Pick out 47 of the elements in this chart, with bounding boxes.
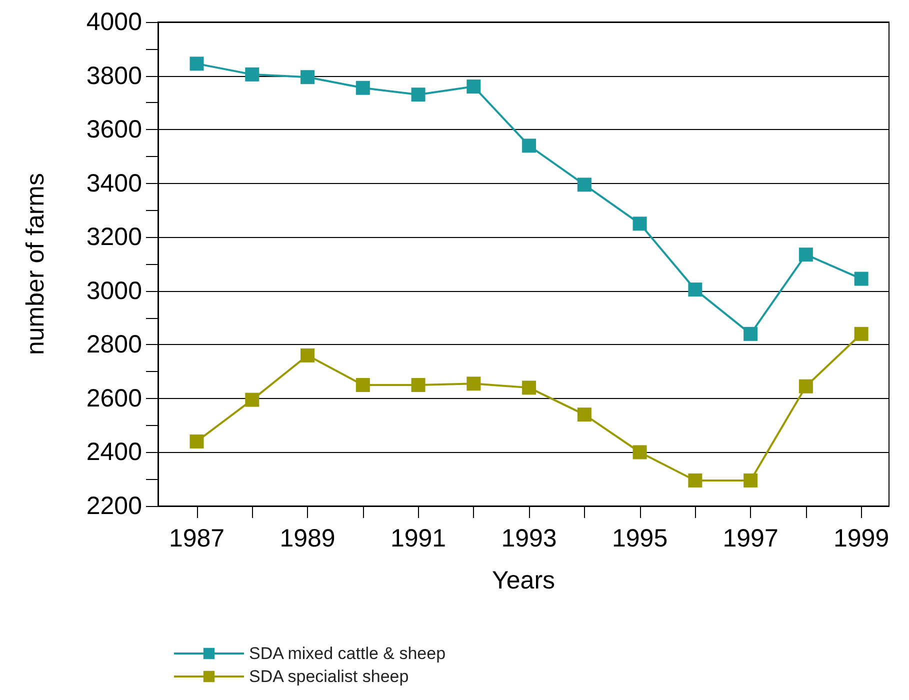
point <box>411 378 426 392</box>
y-tick-label: 3800 <box>86 62 142 90</box>
point <box>577 408 592 422</box>
y-tick-label: 2800 <box>86 330 142 359</box>
y-tick-label: 3200 <box>86 223 142 252</box>
point <box>245 67 260 82</box>
point <box>522 380 536 395</box>
point <box>632 445 647 460</box>
point <box>688 473 702 488</box>
y-tick-label: 2200 <box>86 492 142 520</box>
point <box>798 248 813 262</box>
x-axis-title: Years <box>492 566 556 594</box>
point <box>190 56 204 71</box>
point <box>300 70 315 84</box>
point <box>245 392 260 407</box>
point <box>466 80 481 94</box>
y-axis-title: number of farms <box>22 172 50 356</box>
legend-label: SDA mixed cattle & sheep <box>249 644 446 663</box>
legend-label: SDA specialist sheep <box>249 667 409 686</box>
y-tick-label: 3000 <box>86 276 142 305</box>
point <box>854 326 868 341</box>
point <box>632 216 647 231</box>
x-tick-label: 1999 <box>834 524 890 552</box>
y-tick-label: 2400 <box>86 438 142 466</box>
point <box>744 473 758 488</box>
point <box>356 378 370 392</box>
point <box>190 434 204 448</box>
point <box>300 348 315 362</box>
point <box>356 80 370 95</box>
x-tick-label: 1991 <box>390 524 446 552</box>
point <box>798 379 813 394</box>
y-tick-label: 2600 <box>86 384 142 412</box>
point <box>688 282 702 297</box>
point <box>577 178 592 192</box>
x-tick-label: 1995 <box>612 524 668 552</box>
point <box>854 272 868 286</box>
point <box>744 326 758 341</box>
point <box>522 138 536 153</box>
point <box>411 88 426 102</box>
y-tick-label: 3400 <box>86 169 142 198</box>
y-tick-label: 4000 <box>86 8 142 36</box>
y-tick-label: 3600 <box>86 116 142 144</box>
x-tick-label: 1989 <box>280 524 336 552</box>
point <box>466 376 481 391</box>
x-tick-label: 1997 <box>722 524 778 552</box>
x-tick-label: 1987 <box>168 524 225 552</box>
x-tick-label: 1993 <box>501 524 557 552</box>
